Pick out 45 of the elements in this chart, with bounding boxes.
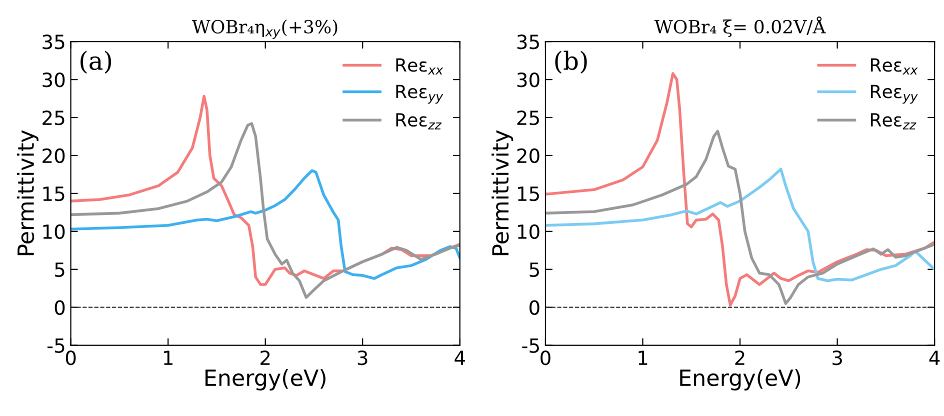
x-tick-label: 4 bbox=[929, 350, 940, 365]
x-axis-title: Energy(eV) bbox=[206, 368, 326, 390]
legend-label: Reε$_{yy}$ bbox=[870, 84, 918, 104]
legend-label: Reε$_{zz}$ bbox=[396, 113, 442, 130]
x-tick-label: 2 bbox=[260, 350, 270, 365]
x-tick-label: 3 bbox=[832, 350, 842, 366]
y-tick-label: 20 bbox=[517, 148, 540, 164]
line-series bbox=[545, 168, 935, 282]
legend-label: Reε$_{xx}$ bbox=[396, 58, 444, 75]
x-axis-title: Energy(eV) bbox=[680, 368, 800, 390]
x-tick-label: 4 bbox=[454, 350, 465, 365]
y-tick-label: -5 bbox=[522, 338, 539, 353]
y-tick-label: 30 bbox=[517, 72, 540, 88]
x-tick-label: 0 bbox=[540, 350, 550, 366]
x-tick-label: 1 bbox=[638, 350, 648, 365]
legend-label: Reε$_{xx}$ bbox=[870, 58, 918, 75]
x-tick-label: 2 bbox=[735, 350, 744, 365]
x-tick-label: 1 bbox=[164, 350, 172, 365]
y-tick-label: 0 bbox=[54, 300, 65, 315]
annotation: (b) bbox=[555, 50, 587, 74]
chart-title: WOBr₄ ξ= 0.02V/Å bbox=[654, 16, 826, 38]
y-tick-label: 25 bbox=[517, 110, 539, 126]
x-tick-label: 3 bbox=[358, 350, 368, 366]
y-tick-label: -5 bbox=[48, 338, 64, 353]
line-series bbox=[70, 169, 460, 280]
y-tick-label: 10 bbox=[518, 224, 540, 240]
y-tick-label: 10 bbox=[43, 224, 65, 240]
y-tick-label: 35 bbox=[42, 34, 64, 50]
y-tick-label: 0 bbox=[530, 300, 540, 315]
y-tick-label: 25 bbox=[42, 110, 64, 126]
legend-label: Reε$_{yy}$ bbox=[396, 84, 444, 104]
y-tick-label: 5 bbox=[530, 262, 539, 278]
line-series bbox=[545, 130, 935, 305]
y-tick-label: 5 bbox=[55, 262, 64, 278]
y-tick-label: 15 bbox=[518, 186, 539, 202]
y-tick-label: 20 bbox=[42, 148, 65, 164]
annotation: (a) bbox=[80, 50, 112, 74]
y-tick-label: 15 bbox=[43, 186, 64, 202]
y-axis-title: Permittivity bbox=[492, 130, 514, 256]
legend-label: Reε$_{zz}$ bbox=[870, 113, 916, 130]
y-tick-label: 30 bbox=[42, 72, 65, 88]
y-axis-title: Permittivity bbox=[16, 130, 38, 256]
x-tick-label: 0 bbox=[66, 350, 76, 366]
chart-title: WOBr₄η$_{xy}$(+3%) bbox=[192, 20, 338, 39]
y-tick-label: 35 bbox=[517, 34, 539, 50]
